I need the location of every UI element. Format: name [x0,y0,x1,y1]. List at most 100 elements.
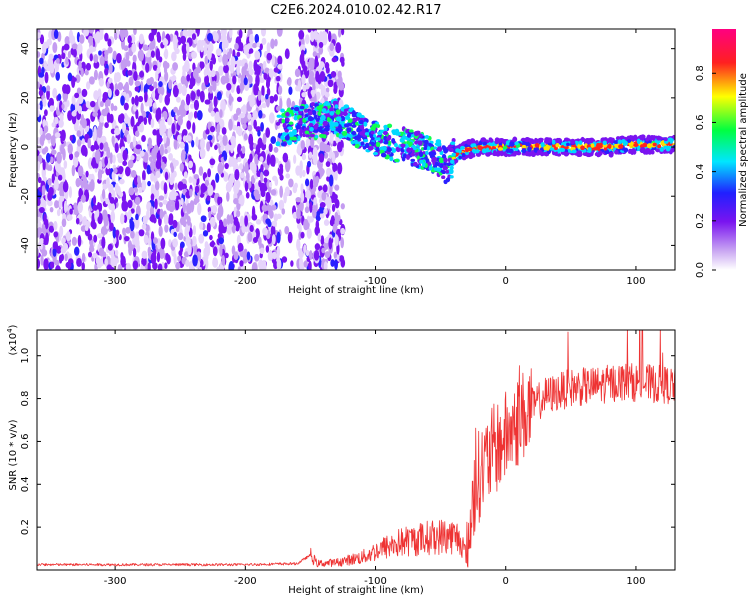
spectrogram-cell [295,85,300,92]
spectrogram-cell [57,168,62,174]
spectrogram-cell [209,69,216,78]
spectrogram-cell [156,66,161,74]
spectrogram-cell [617,139,622,145]
spectrogram-cell [171,122,176,135]
spectrogram-cell [354,143,360,149]
spectrogram-cell [74,92,80,99]
spectrogram-cell [363,121,368,127]
spectrogram-cell [76,130,81,137]
spectrogram-cell [154,198,158,210]
spectrogram-cell [48,97,55,108]
spectrogram-cell [252,42,258,49]
spectrogram-cell [376,137,381,142]
spectrogram-cell [271,54,276,67]
spectrogram-cell [344,115,351,121]
spectrogram-cell [170,199,175,206]
spectrogram-cell [321,108,327,114]
spectrogram-cell [64,253,68,262]
spectrogram-cell [419,133,423,138]
spectrogram-cell [251,98,256,106]
spectrogram-cell [134,95,139,107]
spectrogram-cell [386,147,392,152]
spectrogram-cell [304,206,310,214]
spectrogram-cell [235,107,242,116]
spectrogram-cell [97,233,103,239]
spectrogram-cell [62,180,69,193]
spectrogram-cell [566,142,570,147]
spectrogram-cell [334,259,338,270]
spectrogram-cell [123,235,130,242]
spectrogram-cell [556,138,561,144]
spectrogram-cell [126,60,131,67]
spectrogram-cell [185,93,191,106]
spectrogram-cell [200,215,207,223]
spectrogram-cell [237,156,242,163]
spectrogram-cell [505,148,510,154]
spectrogram-cell [307,160,312,168]
spectrogram-cell [329,183,333,197]
spectrogram-cell [154,181,160,191]
spectrogram-cell [228,29,233,39]
spectrogram-cell [380,152,387,158]
spectrogram-cell [40,254,44,266]
spectrogram-cell [125,94,130,101]
spectrogram-cell [247,232,253,243]
spectrogram-cell [87,137,92,149]
spectrogram-cell [99,55,105,66]
spectrogram-cell [443,148,448,154]
spectrogram-cell [207,206,212,213]
spectrogram-cell [149,42,153,51]
spectrogram-cell [116,53,122,64]
spectrogram-cell [223,171,229,182]
spectrogram-cell [149,160,156,172]
spectrogram-cell [295,197,302,203]
spectrogram-cell [288,132,294,138]
spectrogram-cell [256,41,261,48]
spectrogram-cell [360,141,365,146]
spectrogram-cell [101,108,108,117]
spectrogram-cell [206,244,211,257]
spectrogram-cell [66,231,71,242]
spectrogram-cell [329,174,334,187]
spectrogram-cell [276,29,283,37]
spectrogram-cell [118,165,124,173]
spectrogram-cell [164,171,169,181]
spectrogram-cell [62,242,69,252]
spectrogram-cell [146,164,151,175]
spectrogram-cell [257,236,262,247]
spectrogram-cell [55,71,60,81]
spectrogram-cell [268,68,274,78]
spectrogram-cell [199,90,205,103]
spectrogram-cell [288,109,294,114]
spectrogram-cell [633,143,639,147]
spectrogram-cell [534,143,540,148]
spectrogram-cell [131,42,137,53]
spectrogram-cell [69,34,76,44]
spectrogram-cell [80,144,87,156]
spectrogram-cell [276,245,281,258]
spectrogram-cell [448,168,454,175]
spectrogram-cell [61,52,66,60]
spectrogram-cell [80,225,87,232]
spectrogram-cell [253,119,257,130]
spectrogram-cell [181,43,188,56]
spectrogram-cell [298,248,304,259]
spectrogram-cell [55,265,61,270]
spectrogram-cell [292,129,298,134]
spectrogram-cell [120,255,126,268]
spectrogram-cell [125,51,130,62]
spectrogram-cell [335,127,341,132]
spectrogram-cell [321,247,326,254]
spectrogram-cell [347,133,352,138]
spectrogram-cell [88,76,95,85]
spectrogram-cell [236,63,241,76]
spectrogram-cell [284,128,289,133]
spectrogram-cell [87,35,94,45]
spectrogram-cell [127,209,132,220]
spectrogram-cell [261,102,267,109]
spectrogram-cell [235,125,242,135]
spectrogram-cell [47,177,52,186]
spectrogram-cell [335,116,342,122]
spectrogram-cell [172,238,178,248]
